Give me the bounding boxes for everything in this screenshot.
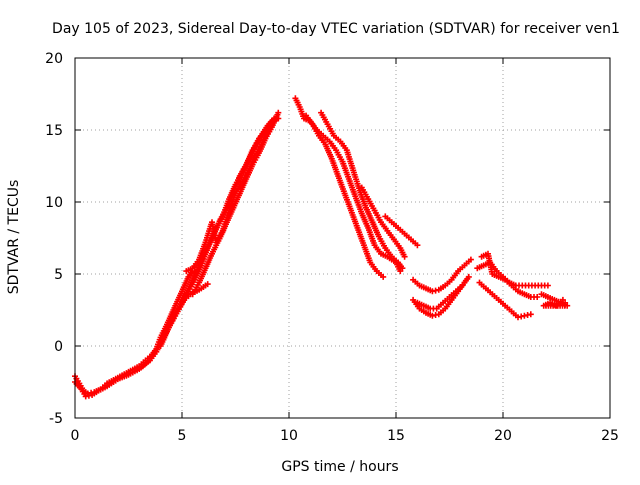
series-arc-night-b: [476, 279, 534, 321]
data-point: [401, 253, 408, 260]
data-point: [534, 294, 541, 300]
series-arc-night-a: [474, 259, 551, 289]
y-tick-label: 0: [54, 339, 63, 355]
chart-title: Day 105 of 2023, Sidereal Day-to-day VTE…: [52, 21, 620, 37]
data-point: [275, 115, 282, 122]
x-tick-label: 5: [178, 428, 187, 444]
data-point: [414, 242, 421, 249]
series-arc-peak-d: [358, 184, 408, 260]
x-tick-label: 0: [71, 428, 80, 444]
data-marks: [72, 95, 571, 400]
data-point: [275, 109, 282, 116]
x-tick-label: 10: [280, 428, 298, 444]
data-point: [399, 265, 406, 272]
x-tick-label: 25: [601, 428, 619, 444]
series-arc-evening-a: [410, 256, 474, 295]
data-point: [459, 282, 466, 289]
data-point: [204, 281, 211, 288]
series-arc-early-b: [72, 281, 211, 400]
data-point: [268, 121, 275, 128]
x-tick-label: 20: [494, 428, 512, 444]
series-arc-peak-e: [382, 213, 421, 249]
y-tick-label: 15: [45, 123, 63, 139]
y-axis-title: SDTVAR / TECUs: [6, 180, 22, 295]
y-tick-label: -5: [49, 411, 63, 427]
x-tick-label: 15: [387, 428, 405, 444]
plot-frame: [74, 57, 611, 419]
data-point: [562, 299, 569, 306]
series-arc-early: [72, 268, 196, 397]
y-tick-label: 10: [45, 195, 63, 211]
series-arc-night-c: [478, 250, 541, 300]
series-arc-evening-c: [414, 282, 466, 312]
data-point: [544, 282, 551, 289]
data-point: [432, 287, 439, 294]
data-point: [380, 273, 387, 280]
data-point: [527, 311, 534, 318]
y-tick-label: 5: [54, 267, 63, 283]
axis-ticks: 0 5 10 15 20 25 -5 0 5 10 15 20: [45, 51, 619, 444]
series-arc-evening-b: [410, 273, 472, 319]
data-point: [465, 273, 472, 280]
series-arc-night-d: [538, 291, 571, 309]
data-point: [467, 256, 474, 263]
y-tick-label: 20: [45, 51, 63, 67]
series-arc-peak-b: [303, 112, 387, 280]
x-axis-title: GPS time / hours: [281, 459, 398, 475]
series-arc-rise-d: [183, 121, 275, 275]
gridlines: [75, 58, 610, 418]
